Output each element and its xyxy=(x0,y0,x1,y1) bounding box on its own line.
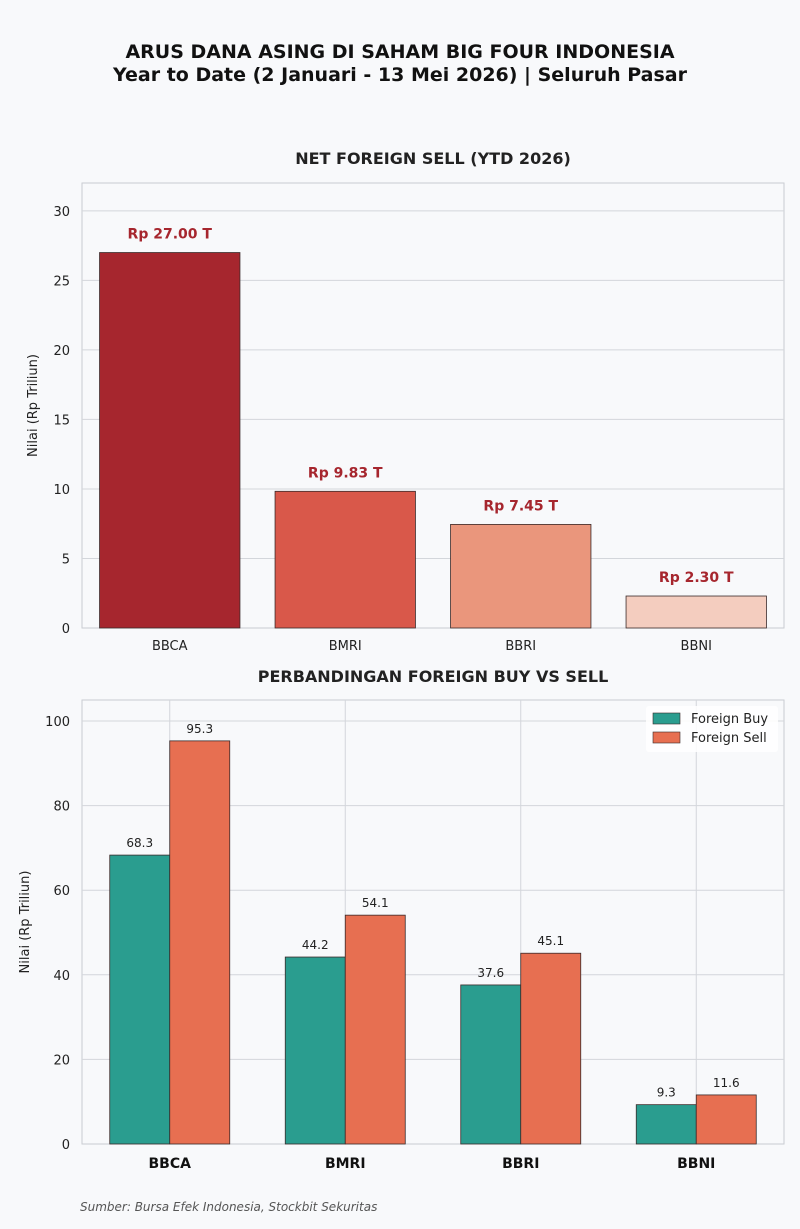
buy-bar-bbca xyxy=(109,854,171,1145)
chart-2-title: PERBANDINGAN FOREIGN BUY VS SELL xyxy=(258,667,609,686)
source-note: Sumber: Bursa Efek Indonesia, Stockbit S… xyxy=(80,1200,378,1214)
y-tick-label: 100 xyxy=(45,715,70,730)
sell-bar-bbca xyxy=(169,740,231,1145)
y-axis-label: Nilai (Rp Triliun) xyxy=(26,354,41,457)
data-label: 45.1 xyxy=(537,934,564,948)
sell-bar-bbri xyxy=(520,952,582,1145)
data-label: Rp 7.45 T xyxy=(483,498,558,514)
data-label: Rp 2.30 T xyxy=(659,570,734,586)
y-axis-label: Nilai (Rp Triliun) xyxy=(18,871,33,974)
bar-bbri xyxy=(450,523,592,629)
x-tick-label: BMRI xyxy=(325,1156,366,1172)
buy-bar-bmri xyxy=(284,956,346,1145)
data-label: 44.2 xyxy=(302,938,329,952)
y-tick-label: 15 xyxy=(53,413,70,428)
x-tick-label: BBCA xyxy=(149,1156,192,1172)
data-label: 9.3 xyxy=(657,1086,676,1100)
main-subtitle: Year to Date (2 Januari - 13 Mei 2026) |… xyxy=(112,64,687,86)
y-tick-label: 40 xyxy=(53,969,70,984)
y-tick-label: 80 xyxy=(53,800,70,815)
bar-bmri xyxy=(274,490,416,629)
data-label: 11.6 xyxy=(713,1076,740,1090)
main-title: ARUS DANA ASING DI SAHAM BIG FOUR INDONE… xyxy=(125,41,675,63)
x-tick-label: BBNI xyxy=(677,1156,715,1172)
legend-swatch xyxy=(652,712,681,725)
x-tick-label: BBCA xyxy=(152,639,188,654)
chart-1-title: NET FOREIGN SELL (YTD 2026) xyxy=(295,149,571,168)
data-label: 37.6 xyxy=(477,966,504,980)
y-tick-label: 0 xyxy=(62,1138,70,1153)
data-label: 95.3 xyxy=(186,722,213,736)
buy-bar-bbni xyxy=(635,1104,697,1145)
sell-bar-bbni xyxy=(695,1094,757,1145)
legend-label: Foreign Sell xyxy=(691,731,767,746)
x-tick-label: BBRI xyxy=(505,639,536,654)
y-tick-label: 20 xyxy=(53,1053,70,1068)
data-label: Rp 9.83 T xyxy=(308,465,383,481)
y-tick-label: 25 xyxy=(53,274,70,289)
y-tick-label: 30 xyxy=(53,205,70,220)
legend-swatch xyxy=(652,731,681,744)
x-tick-label: BMRI xyxy=(329,639,362,654)
data-label: Rp 27.00 T xyxy=(128,227,213,243)
y-tick-label: 10 xyxy=(53,483,70,498)
buy-bar-bbri xyxy=(460,984,522,1145)
y-tick-label: 0 xyxy=(62,622,70,637)
bar-bbni xyxy=(625,595,767,629)
y-tick-label: 60 xyxy=(53,884,70,899)
y-tick-label: 20 xyxy=(53,344,70,359)
y-tick-label: 5 xyxy=(62,552,70,567)
bar-bbca xyxy=(99,252,241,629)
sell-bar-bmri xyxy=(344,914,406,1145)
data-label: 54.1 xyxy=(362,896,389,910)
data-label: 68.3 xyxy=(126,836,153,850)
x-tick-label: BBNI xyxy=(681,639,712,654)
legend-label: Foreign Buy xyxy=(691,712,768,727)
x-tick-label: BBRI xyxy=(502,1156,539,1172)
